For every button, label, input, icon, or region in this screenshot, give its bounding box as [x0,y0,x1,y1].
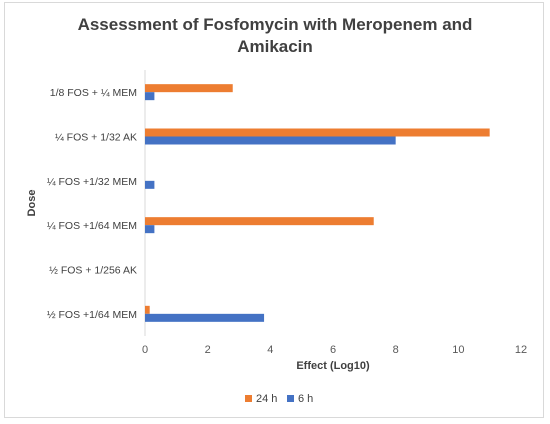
x-tick-label: 10 [452,344,464,356]
chart-title-line-1: Assessment of Fosfomycin with Meropenem … [77,15,473,34]
legend-label-0: 24 h [256,393,277,405]
category-label: 1/8 FOS + ¼ MEM [50,87,137,99]
legend-label-1: 6 h [298,393,313,405]
category-label: ½ FOS + 1/256 AK [49,265,137,277]
bar-6h-0 [145,92,155,101]
x-tick-label: 6 [330,344,336,356]
bar-6h-5 [145,313,265,322]
bar-6h-2 [145,180,155,189]
bar-6h-1 [145,136,396,145]
x-tick-label: 12 [515,344,527,356]
y-axis-label: Dose [26,190,38,217]
category-label: ¼ FOS +1/64 MEM [47,220,137,232]
x-tick-label: 0 [142,344,148,356]
category-label: ¼ FOS +1/32 MEM [47,176,137,188]
bar-24h-5 [145,305,150,314]
x-axis-label: Effect (Log10) [296,360,370,372]
x-tick-label: 2 [205,344,211,356]
chart-title-line-2: Amikacin [237,37,313,56]
legend-swatch-0 [245,395,252,402]
x-tick-label: 8 [393,344,399,356]
category-label: ¼ FOS + 1/32 AK [55,132,137,144]
category-label: ½ FOS +1/64 MEM [47,309,137,321]
x-tick-label: 4 [267,344,273,356]
bar-24h-0 [145,84,233,93]
legend-swatch-1 [287,395,294,402]
chart-frame [4,2,544,418]
bar-24h-3 [145,217,374,226]
bar-6h-3 [145,225,155,234]
chart-title: Assessment of Fosfomycin with Meropenem … [0,14,550,58]
bar-24h-1 [145,128,490,137]
